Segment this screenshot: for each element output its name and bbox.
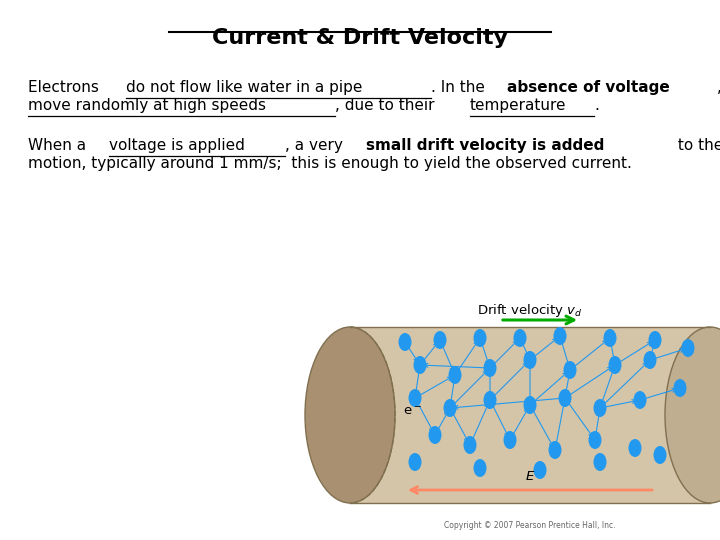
Ellipse shape: [523, 351, 536, 369]
Text: .: .: [594, 98, 599, 113]
Ellipse shape: [634, 391, 647, 409]
Ellipse shape: [398, 333, 412, 351]
Ellipse shape: [408, 389, 421, 407]
Text: to the thermal: to the thermal: [673, 138, 720, 153]
Text: Copyright © 2007 Pearson Prentice Hall, Inc.: Copyright © 2007 Pearson Prentice Hall, …: [444, 521, 616, 530]
Ellipse shape: [654, 446, 667, 464]
Text: ,: ,: [716, 80, 720, 95]
Text: Electrons: Electrons: [28, 80, 104, 95]
Ellipse shape: [484, 391, 497, 409]
Ellipse shape: [593, 399, 606, 417]
Ellipse shape: [484, 359, 497, 377]
Ellipse shape: [474, 459, 487, 477]
Ellipse shape: [665, 327, 720, 503]
Text: When a: When a: [28, 138, 91, 153]
Ellipse shape: [673, 379, 686, 397]
Ellipse shape: [593, 453, 606, 471]
Text: motion, typically around 1 mm/s;  this is enough to yield the observed current.: motion, typically around 1 mm/s; this is…: [28, 156, 632, 171]
Ellipse shape: [603, 329, 616, 347]
Ellipse shape: [649, 331, 662, 349]
Ellipse shape: [433, 331, 446, 349]
Ellipse shape: [444, 399, 456, 417]
Text: small drift velocity is added: small drift velocity is added: [366, 138, 604, 153]
Ellipse shape: [464, 436, 477, 454]
Ellipse shape: [413, 356, 426, 374]
Text: temperature: temperature: [469, 98, 566, 113]
Ellipse shape: [564, 361, 577, 379]
Text: , due to their: , due to their: [335, 98, 439, 113]
Text: . In the: . In the: [431, 80, 490, 95]
Ellipse shape: [629, 439, 642, 457]
Ellipse shape: [554, 327, 567, 345]
Ellipse shape: [513, 329, 526, 347]
Bar: [350, 327, 710, 503]
Ellipse shape: [644, 351, 657, 369]
Text: Drift velocity $\mathit{v}_d$: Drift velocity $\mathit{v}_d$: [477, 302, 582, 319]
Ellipse shape: [549, 441, 562, 459]
Ellipse shape: [682, 339, 695, 357]
Text: e$^-$: e$^-$: [403, 405, 422, 418]
Ellipse shape: [503, 431, 516, 449]
Text: $\mathit{E}$: $\mathit{E}$: [525, 470, 535, 483]
Ellipse shape: [608, 356, 621, 374]
Ellipse shape: [474, 329, 487, 347]
Ellipse shape: [449, 366, 462, 384]
Text: move randomly at high speeds: move randomly at high speeds: [28, 98, 266, 113]
Ellipse shape: [408, 453, 421, 471]
Ellipse shape: [428, 426, 441, 444]
Text: absence of voltage: absence of voltage: [507, 80, 670, 95]
Ellipse shape: [559, 389, 572, 407]
Text: Current & Drift Velocity: Current & Drift Velocity: [212, 28, 508, 48]
Text: voltage is applied: voltage is applied: [109, 138, 246, 153]
Ellipse shape: [534, 461, 546, 479]
Text: , a very: , a very: [284, 138, 347, 153]
Ellipse shape: [523, 396, 536, 414]
Ellipse shape: [588, 431, 601, 449]
Ellipse shape: [305, 327, 395, 503]
Text: do not flow like water in a pipe: do not flow like water in a pipe: [126, 80, 362, 95]
